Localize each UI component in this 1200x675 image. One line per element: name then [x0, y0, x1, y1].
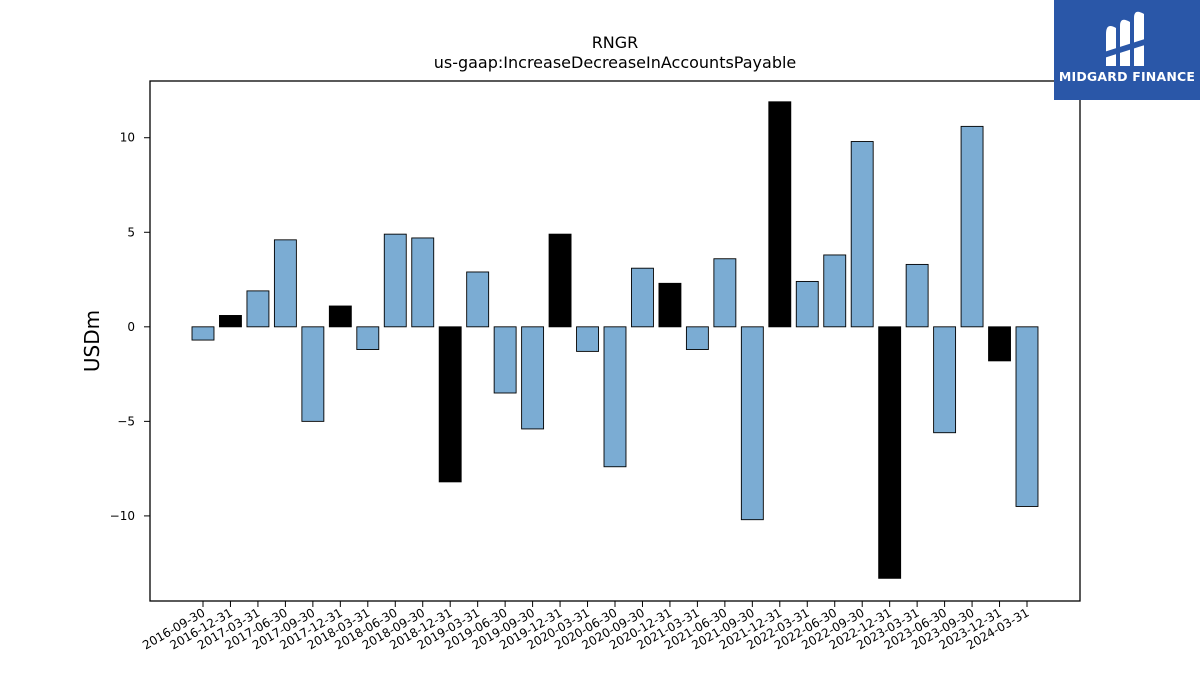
y-tick-label: 5: [127, 225, 135, 239]
y-ticks: −10 −5 0 5 10: [110, 131, 150, 523]
bar-2020-06-30: [603, 326, 627, 468]
y-tick-label: −5: [117, 414, 135, 428]
bar-2021-03-31: [685, 326, 709, 350]
bar-2024-03-31: [1015, 326, 1039, 507]
bar-2022-12-31: [878, 326, 902, 579]
bar-2019-09-30: [521, 326, 545, 430]
bar-2023-06-30: [933, 326, 957, 434]
y-axis-label: USDm: [80, 310, 104, 372]
bars-group: [191, 101, 1039, 579]
bar-2023-09-30: [960, 125, 984, 328]
bar-2017-03-31: [246, 290, 270, 328]
bar-2022-09-30: [850, 141, 874, 328]
y-tick-label: 10: [120, 131, 135, 145]
bar-2022-06-30: [823, 254, 847, 328]
bar-2021-09-30: [740, 326, 764, 521]
bar-2019-12-31: [548, 233, 572, 328]
chart-subtitle: us-gaap:IncreaseDecreaseInAccountsPayabl…: [434, 53, 797, 72]
logo-mark-icon: [1104, 11, 1148, 66]
bar-2023-12-31: [988, 326, 1011, 362]
bar-2019-06-30: [493, 326, 517, 394]
bar-2017-12-31: [328, 305, 352, 328]
bar-2017-09-30: [301, 326, 325, 422]
y-tick-label: −10: [110, 509, 135, 523]
bar-2018-12-31: [438, 326, 462, 483]
bar-2021-06-30: [713, 258, 737, 328]
plot-frame: [149, 80, 1081, 602]
bar-2023-03-31: [905, 263, 929, 328]
bar-2017-06-30: [273, 239, 297, 328]
y-tick-label: 0: [127, 320, 135, 334]
brand-logo: MIDGARD FINANCE: [1054, 0, 1200, 100]
bar-2020-12-31: [658, 282, 682, 328]
x-ticks: 2016-09-302016-12-312017-03-312017-06-30…: [140, 601, 1032, 652]
bar-2016-12-31: [219, 315, 242, 328]
bar-2018-06-30: [383, 233, 407, 328]
bar-2018-03-31: [356, 326, 380, 350]
bar-2019-03-31: [466, 271, 490, 328]
bar-2018-09-30: [411, 237, 435, 328]
bar-2022-03-31: [795, 280, 819, 328]
logo-text: MIDGARD FINANCE: [1058, 69, 1196, 84]
chart-title: RNGR: [592, 33, 639, 52]
bar-2021-12-31: [768, 101, 792, 328]
bar-2020-09-30: [631, 267, 654, 328]
bar-2020-03-31: [576, 326, 599, 352]
bar-2016-09-30: [191, 326, 215, 341]
